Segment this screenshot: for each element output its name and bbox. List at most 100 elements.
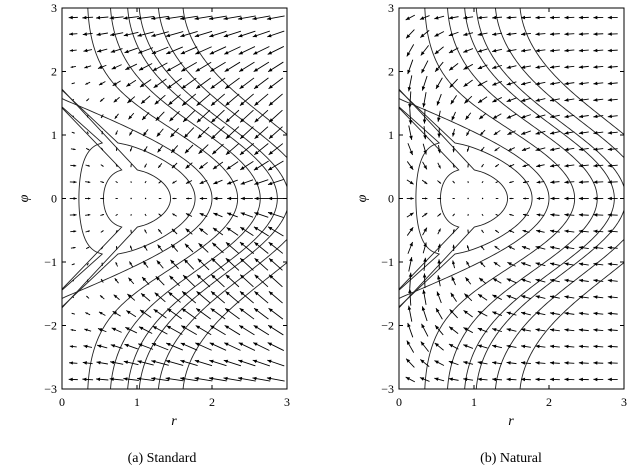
vector-arrow xyxy=(168,94,181,106)
vector-arrow xyxy=(180,30,198,38)
vector-arrow xyxy=(254,93,269,106)
arrow-head xyxy=(267,33,272,38)
vector-arrow xyxy=(607,180,618,184)
arrow-head xyxy=(492,115,498,119)
arrow-head xyxy=(196,291,201,296)
vector-arrow xyxy=(549,15,560,20)
vector-arrow xyxy=(419,359,430,367)
arrow-head xyxy=(521,48,526,53)
vector-arrow xyxy=(194,30,213,38)
arrow-head xyxy=(115,262,118,265)
vector-arrow xyxy=(477,48,488,53)
arrow-head xyxy=(254,242,259,247)
vector-arrow xyxy=(112,310,121,317)
arrow-head xyxy=(448,32,454,37)
vector-arrow xyxy=(224,77,240,90)
vector-arrow xyxy=(198,144,209,155)
arrow-head xyxy=(101,262,103,265)
arrow-head xyxy=(434,377,439,381)
vector-arrow xyxy=(578,278,589,283)
arrow-head xyxy=(172,181,175,184)
vector-arrow xyxy=(480,245,485,251)
vector-arrow xyxy=(238,324,255,336)
vector-arrow xyxy=(254,179,269,185)
vector-arrow xyxy=(100,197,105,200)
vector-arrow xyxy=(448,377,459,382)
vector-arrow xyxy=(130,197,132,200)
arrow-head xyxy=(253,51,258,55)
vector-arrow xyxy=(109,377,124,381)
vector-arrow xyxy=(211,257,225,271)
x-tick-label: 2 xyxy=(209,395,215,409)
arrow-head xyxy=(211,274,216,279)
vector-arrow xyxy=(452,163,455,168)
arrow-head xyxy=(101,115,103,119)
vector-arrow xyxy=(520,295,531,300)
plot-area xyxy=(62,8,287,389)
arrow-head xyxy=(406,358,411,363)
vector-arrow xyxy=(195,61,212,72)
vector-arrow xyxy=(151,359,169,366)
vector-arrow xyxy=(267,61,284,73)
arrow-head xyxy=(578,295,584,299)
arrow-head xyxy=(73,148,76,151)
arrow-head xyxy=(195,342,200,347)
vector-arrow xyxy=(180,325,197,336)
vector-arrow xyxy=(506,311,517,316)
vector-arrow xyxy=(238,46,256,55)
arrow-head xyxy=(578,114,584,119)
arrow-head xyxy=(98,82,103,86)
arrow-head xyxy=(240,212,246,216)
arrow-head xyxy=(607,328,612,332)
vector-arrow xyxy=(549,311,560,316)
arrow-head xyxy=(223,16,228,21)
arrow-head xyxy=(423,227,427,232)
arrow-head xyxy=(424,181,428,184)
arrow-head xyxy=(448,360,454,365)
arrow-head xyxy=(143,260,147,265)
arrow-head xyxy=(209,50,215,55)
vector-arrow xyxy=(463,377,474,382)
arrow-head xyxy=(421,86,426,91)
arrow-head xyxy=(253,325,259,329)
vector-arrow xyxy=(154,292,166,303)
arrow-head xyxy=(422,103,426,108)
arrow-head xyxy=(130,149,132,152)
arrow-head xyxy=(252,33,258,38)
vector-arrow xyxy=(448,360,459,366)
vector-arrow xyxy=(168,291,181,303)
vector-arrow xyxy=(549,295,560,299)
vector-arrow xyxy=(463,361,474,365)
vector-arrow xyxy=(143,146,148,153)
vector-arrow xyxy=(607,361,618,365)
arrow-head xyxy=(549,163,555,168)
contour-line xyxy=(495,8,624,389)
arrow-head xyxy=(564,295,569,299)
arrow-head xyxy=(125,66,130,70)
arrow-head xyxy=(266,16,272,21)
arrow-head xyxy=(268,242,273,247)
vector-arrow xyxy=(210,93,226,106)
arrow-head xyxy=(593,361,598,365)
vector-arrow xyxy=(208,376,227,382)
vector-arrow xyxy=(422,197,428,200)
arrow-head xyxy=(181,84,186,89)
arrow-head xyxy=(239,101,245,106)
arrow-head xyxy=(72,99,74,101)
arrow-head xyxy=(593,131,598,135)
vector-arrow xyxy=(434,31,445,37)
vector-arrow xyxy=(437,259,441,270)
arrow-head xyxy=(211,118,216,123)
arrow-head xyxy=(253,342,258,346)
contour-line xyxy=(399,88,508,309)
vector-arrow xyxy=(607,65,618,69)
vector-arrow xyxy=(137,360,154,366)
vector-arrow xyxy=(156,128,164,137)
vector-arrow xyxy=(536,163,545,168)
vector-arrow xyxy=(419,15,430,20)
vector-arrow xyxy=(170,259,179,270)
vector-arrow xyxy=(564,180,575,184)
vector-arrow xyxy=(183,258,195,270)
arrow-head xyxy=(266,376,272,381)
vector-arrow xyxy=(464,95,473,104)
